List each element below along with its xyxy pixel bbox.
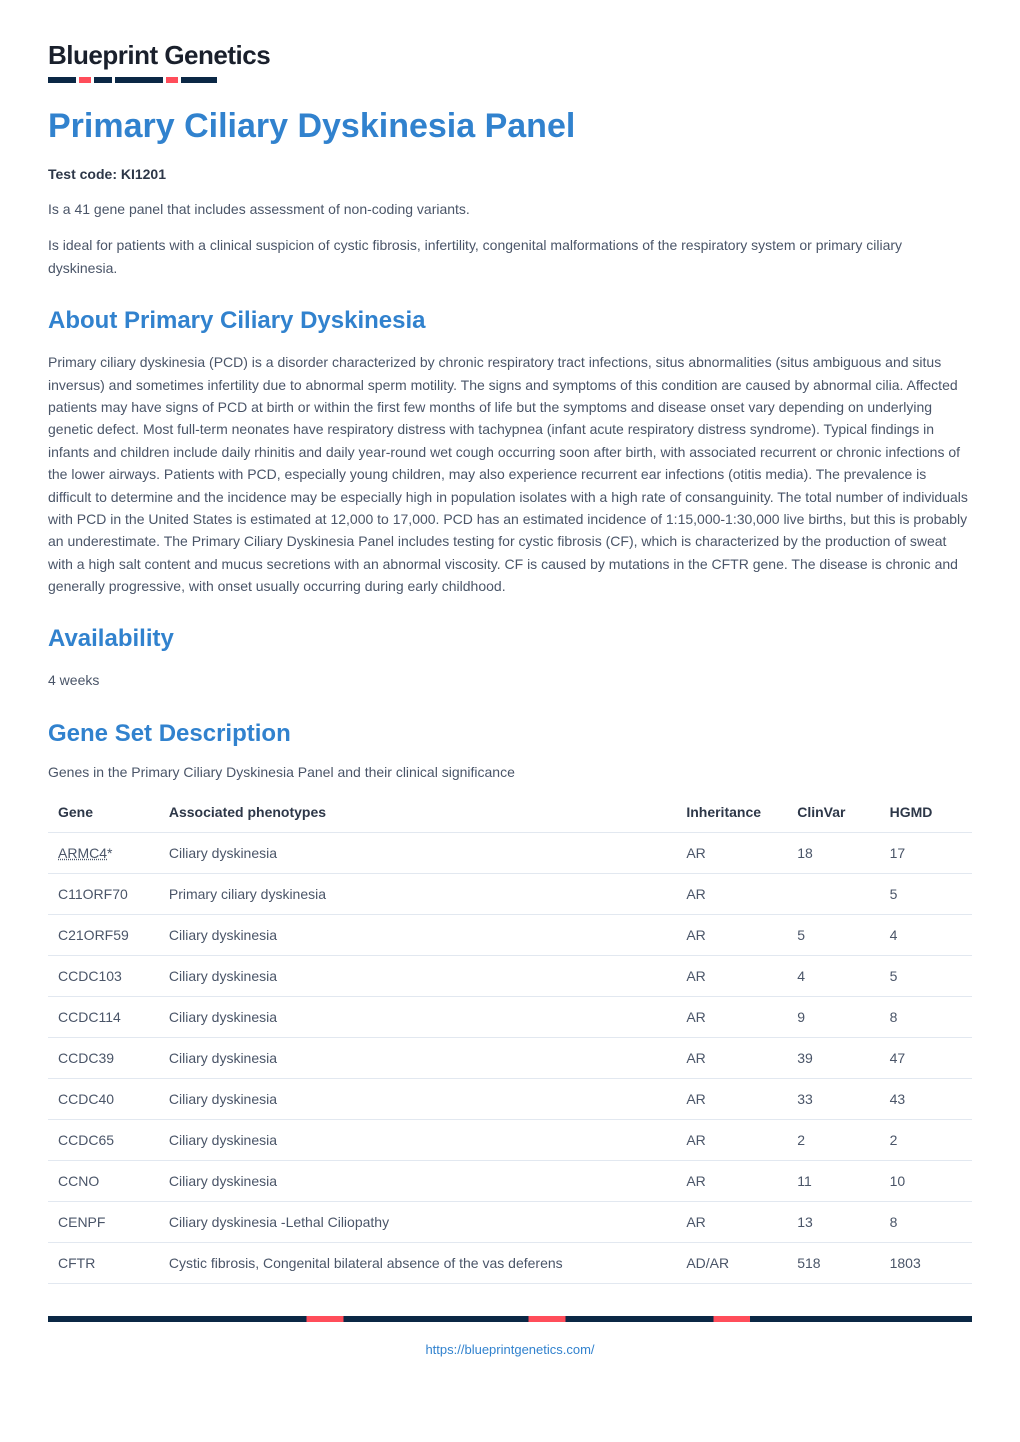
about-body: Primary ciliary dyskinesia (PCD) is a di… — [48, 351, 972, 597]
page-title: Primary Ciliary Dyskinesia Panel — [48, 107, 972, 146]
cell-phenotypes: Ciliary dyskinesia — [159, 1119, 676, 1160]
section-heading-geneset: Gene Set Description — [48, 720, 972, 748]
cell-hgmd: 4 — [880, 914, 972, 955]
cell-phenotypes: Cystic fibrosis, Congenital bilateral ab… — [159, 1242, 676, 1283]
cell-hgmd: 8 — [880, 1201, 972, 1242]
cell-inheritance: AR — [676, 955, 787, 996]
cell-phenotypes: Ciliary dyskinesia — [159, 1160, 676, 1201]
footer-url: https://blueprintgenetics.com/ — [48, 1342, 972, 1357]
logo-text: Blueprint Genetics — [48, 40, 972, 71]
logo-bar — [79, 77, 91, 83]
col-hgmd: HGMD — [880, 792, 972, 833]
cell-gene: CCNO — [48, 1160, 159, 1201]
gene-link[interactable]: ARMC4 — [58, 845, 107, 861]
cell-phenotypes: Ciliary dyskinesia — [159, 996, 676, 1037]
table-row: CENPFCiliary dyskinesia -Lethal Ciliopat… — [48, 1201, 972, 1242]
cell-gene: ARMC4* — [48, 832, 159, 873]
cell-phenotypes: Ciliary dyskinesia — [159, 832, 676, 873]
footer-stripe — [48, 1316, 972, 1322]
cell-hgmd: 5 — [880, 955, 972, 996]
gene-table: Gene Associated phenotypes Inheritance C… — [48, 792, 972, 1284]
logo-bar — [181, 77, 217, 83]
cell-clinvar: 39 — [787, 1037, 879, 1078]
col-phenotypes: Associated phenotypes — [159, 792, 676, 833]
cell-inheritance: AR — [676, 914, 787, 955]
intro-paragraph: Is ideal for patients with a clinical su… — [48, 234, 972, 279]
cell-clinvar: 18 — [787, 832, 879, 873]
cell-inheritance: AR — [676, 1201, 787, 1242]
cell-clinvar: 4 — [787, 955, 879, 996]
cell-gene: CENPF — [48, 1201, 159, 1242]
cell-hgmd: 10 — [880, 1160, 972, 1201]
cell-gene: CCDC40 — [48, 1078, 159, 1119]
cell-phenotypes: Ciliary dyskinesia — [159, 914, 676, 955]
gene-asterisk: * — [107, 845, 112, 861]
cell-clinvar: 5 — [787, 914, 879, 955]
section-heading-availability: Availability — [48, 625, 972, 653]
logo-bar — [48, 77, 76, 83]
cell-gene: C11ORF70 — [48, 873, 159, 914]
cell-inheritance: AR — [676, 1078, 787, 1119]
cell-phenotypes: Primary ciliary dyskinesia — [159, 873, 676, 914]
cell-gene: C21ORF59 — [48, 914, 159, 955]
cell-phenotypes: Ciliary dyskinesia — [159, 1078, 676, 1119]
cell-gene: CCDC103 — [48, 955, 159, 996]
table-row: CCDC103Ciliary dyskinesiaAR45 — [48, 955, 972, 996]
col-inheritance: Inheritance — [676, 792, 787, 833]
logo: Blueprint Genetics — [48, 40, 972, 83]
table-row: CCDC114Ciliary dyskinesiaAR98 — [48, 996, 972, 1037]
cell-gene: CFTR — [48, 1242, 159, 1283]
cell-inheritance: AR — [676, 1119, 787, 1160]
cell-phenotypes: Ciliary dyskinesia — [159, 1037, 676, 1078]
cell-clinvar: 2 — [787, 1119, 879, 1160]
cell-inheritance: AR — [676, 832, 787, 873]
cell-hgmd: 8 — [880, 996, 972, 1037]
cell-hgmd: 2 — [880, 1119, 972, 1160]
table-row: C11ORF70Primary ciliary dyskinesiaAR 5 — [48, 873, 972, 914]
cell-hgmd: 1803 — [880, 1242, 972, 1283]
cell-inheritance: AR — [676, 1037, 787, 1078]
cell-gene: CCDC39 — [48, 1037, 159, 1078]
intro-paragraph: Is a 41 gene panel that includes assessm… — [48, 198, 972, 220]
logo-bar — [166, 77, 178, 83]
cell-inheritance: AR — [676, 1160, 787, 1201]
col-gene: Gene — [48, 792, 159, 833]
table-row: CCNOCiliary dyskinesiaAR1110 — [48, 1160, 972, 1201]
table-row: CCDC65Ciliary dyskinesiaAR22 — [48, 1119, 972, 1160]
table-row: ARMC4*Ciliary dyskinesiaAR1817 — [48, 832, 972, 873]
cell-hgmd: 43 — [880, 1078, 972, 1119]
cell-phenotypes: Ciliary dyskinesia -Lethal Ciliopathy — [159, 1201, 676, 1242]
table-row: C21ORF59Ciliary dyskinesiaAR54 — [48, 914, 972, 955]
cell-clinvar: 13 — [787, 1201, 879, 1242]
cell-clinvar: 33 — [787, 1078, 879, 1119]
cell-clinvar: 9 — [787, 996, 879, 1037]
table-row: CCDC40Ciliary dyskinesiaAR3343 — [48, 1078, 972, 1119]
table-row: CCDC39Ciliary dyskinesiaAR3947 — [48, 1037, 972, 1078]
cell-inheritance: AR — [676, 873, 787, 914]
cell-gene: CCDC114 — [48, 996, 159, 1037]
cell-gene: CCDC65 — [48, 1119, 159, 1160]
logo-bar — [115, 77, 163, 83]
section-heading-about: About Primary Ciliary Dyskinesia — [48, 307, 972, 335]
logo-bar — [94, 77, 112, 83]
test-code: Test code: KI1201 — [48, 166, 972, 182]
cell-hgmd: 5 — [880, 873, 972, 914]
availability-value: 4 weeks — [48, 669, 972, 691]
cell-phenotypes: Ciliary dyskinesia — [159, 955, 676, 996]
cell-clinvar: 11 — [787, 1160, 879, 1201]
logo-bars — [48, 77, 972, 83]
cell-hgmd: 47 — [880, 1037, 972, 1078]
cell-clinvar: 518 — [787, 1242, 879, 1283]
col-clinvar: ClinVar — [787, 792, 879, 833]
table-header-row: Gene Associated phenotypes Inheritance C… — [48, 792, 972, 833]
table-caption: Genes in the Primary Ciliary Dyskinesia … — [48, 764, 972, 780]
cell-inheritance: AR — [676, 996, 787, 1037]
cell-inheritance: AD/AR — [676, 1242, 787, 1283]
cell-clinvar — [787, 873, 879, 914]
cell-hgmd: 17 — [880, 832, 972, 873]
table-row: CFTRCystic fibrosis, Congenital bilatera… — [48, 1242, 972, 1283]
